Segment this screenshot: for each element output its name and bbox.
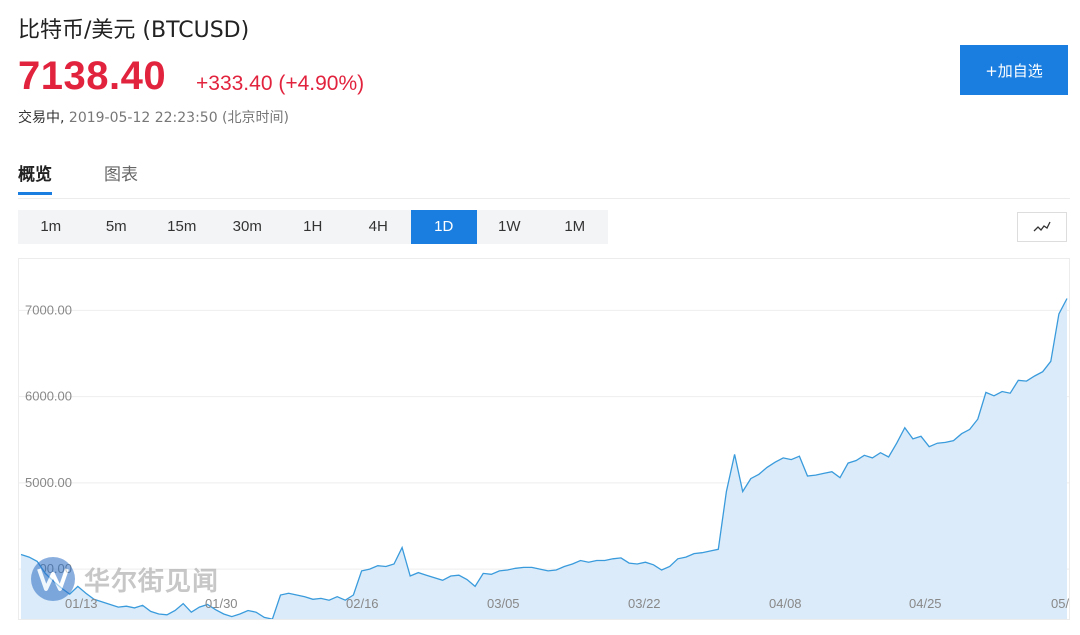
- period-5m[interactable]: 5m: [105, 218, 127, 235]
- period-4h[interactable]: 4H: [368, 218, 388, 235]
- period-1m[interactable]: 1m: [40, 218, 62, 235]
- watermark: 华尔街见闻: [30, 556, 219, 602]
- period-30m[interactable]: 30m: [232, 218, 262, 235]
- y-tick-label: 5000.00: [25, 475, 72, 490]
- status-label: 交易中,: [18, 110, 65, 126]
- price-area: [21, 298, 1067, 619]
- line-chart-icon: [1033, 221, 1051, 232]
- current-price: 7138.40: [18, 54, 167, 98]
- x-tick-label: 04/08: [769, 596, 802, 611]
- timestamp: 2019-05-12 22:23:50 (北京时间): [68, 110, 289, 126]
- period-1w[interactable]: 1W: [498, 218, 521, 235]
- x-tick-label: 05/1: [1051, 596, 1070, 611]
- period-15m[interactable]: 15m: [167, 218, 197, 235]
- watermark-text: 华尔街见闻: [84, 566, 220, 597]
- period-1d[interactable]: 1D: [411, 210, 477, 244]
- y-tick-label: 7000.00: [25, 302, 72, 317]
- x-tick-label: 03/05: [487, 596, 520, 611]
- price-line: [20, 298, 1068, 619]
- period-1h[interactable]: 1H: [303, 218, 323, 235]
- x-tick-label: 01/30: [205, 596, 238, 611]
- tab-overview[interactable]: 概览: [18, 160, 52, 195]
- price-change: +333.40 (+4.90%): [196, 72, 365, 95]
- x-tick-label: 03/22: [628, 596, 661, 611]
- x-tick-label: 02/16: [346, 596, 379, 611]
- page-title: 比特币/美元 (BTCUSD): [18, 18, 250, 43]
- tab-bar: 概览 图表: [18, 156, 1070, 199]
- tab-chart[interactable]: 图表: [104, 165, 138, 185]
- add-watchlist-button[interactable]: +加自选: [960, 45, 1068, 95]
- period-1mo[interactable]: 1M: [564, 218, 586, 235]
- y-tick-label: 6000.00: [25, 389, 72, 404]
- price-chart-svg: 4000.005000.006000.007000.0001/1301/3002…: [19, 298, 1070, 619]
- price-chart: 4000.005000.006000.007000.0001/1301/3002…: [18, 258, 1070, 620]
- x-tick-label: 04/25: [909, 596, 942, 611]
- period-selector: 1m 5m 15m 30m 1H 4H 1D 1W 1M: [18, 210, 608, 244]
- wallstreetcn-logo-icon: [31, 557, 75, 601]
- trading-status: 交易中, 2019-05-12 22:23:50 (北京时间): [18, 107, 289, 127]
- x-tick-label: 01/13: [65, 596, 98, 611]
- chart-type-toggle[interactable]: [1017, 212, 1067, 242]
